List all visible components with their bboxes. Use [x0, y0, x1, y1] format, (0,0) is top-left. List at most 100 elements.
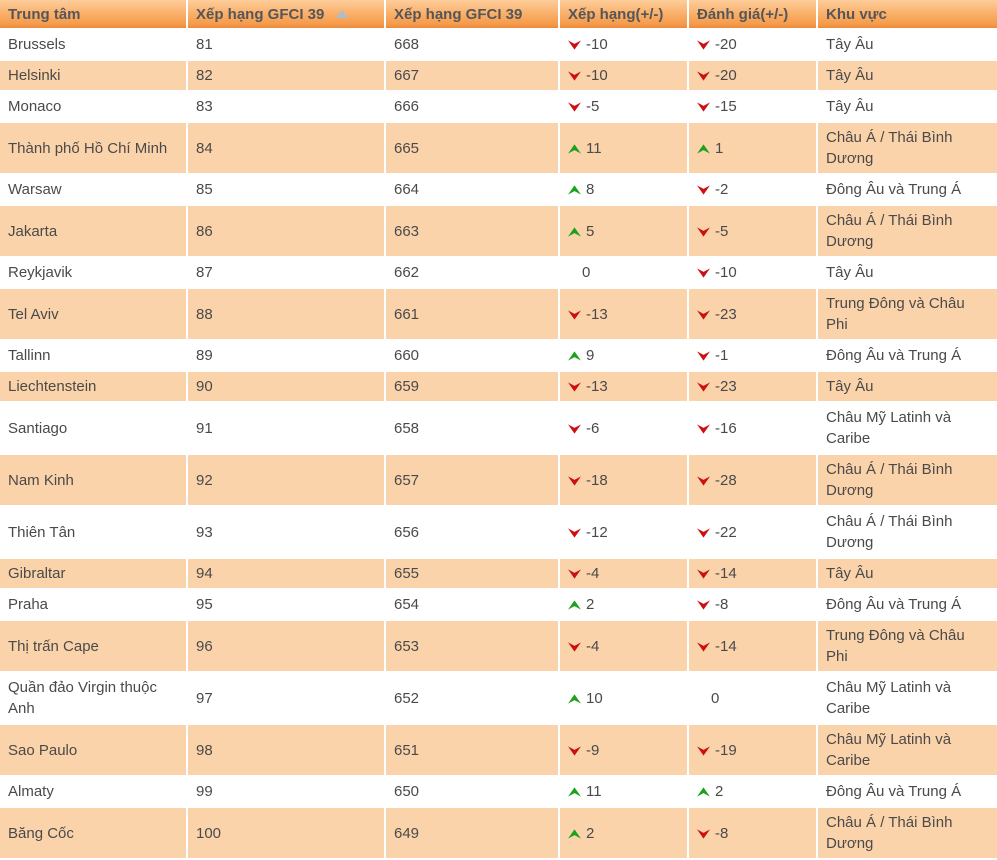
cell-gfci-rating: 666 — [384, 91, 559, 123]
change-value: 11 — [586, 783, 602, 800]
cell-gfci-rank: 93 — [186, 506, 385, 559]
cell-gfci-rank: 96 — [186, 620, 385, 673]
up-arrow-icon — [568, 781, 581, 802]
down-arrow-icon — [568, 522, 581, 543]
change-value: 10 — [586, 689, 603, 707]
col-header-center-label: Trung tâm — [8, 5, 81, 23]
col-header-rank-change[interactable]: Xếp hạng(+/-) — [558, 0, 688, 30]
cell-center: Helsinki — [0, 60, 187, 92]
change-value: -13 — [586, 378, 608, 395]
cell-gfci-rank: 84 — [186, 122, 385, 175]
table-row: Almaty 99 650 11 2 Đông Âu và Trung Á — [0, 776, 997, 808]
cell-rank-change: -9 — [558, 724, 688, 777]
col-header-rating-change[interactable]: Đánh giá(+/-) — [687, 0, 817, 30]
cell-gfci-rating: 665 — [384, 122, 559, 175]
change-value: -19 — [715, 741, 737, 759]
table-row: Liechtenstein 90 659 -13 -23 Tây Âu — [0, 371, 997, 403]
change-value: -28 — [715, 471, 737, 489]
cell-gfci-rank: 88 — [186, 288, 385, 341]
cell-center: Praha — [0, 589, 187, 621]
cell-gfci-rank: 95 — [186, 589, 385, 621]
down-arrow-icon — [568, 376, 581, 397]
cell-center: Monaco — [0, 91, 187, 123]
cell-rating-change: -19 — [687, 724, 817, 777]
cell-gfci-rank: 100 — [186, 807, 385, 860]
col-header-gfci-rating[interactable]: Xếp hạng GFCI 39 — [384, 0, 559, 30]
table-row: Nam Kinh 92 657 -18 -28 Châu Á / Thái Bì… — [0, 454, 997, 507]
table-row: Monaco 83 666 -5 -15 Tây Âu — [0, 91, 997, 123]
cell-center: Santiago — [0, 402, 187, 455]
down-arrow-icon — [697, 376, 710, 397]
table-row: Thị trấn Cape 96 653 -4 -14 Trung Đông v… — [0, 620, 997, 673]
col-header-gfci-rank[interactable]: Xếp hạng GFCI 39 — [186, 0, 385, 30]
table-row: Jakarta 86 663 5 -5 Châu Á / Thái Bình D… — [0, 205, 997, 258]
cell-rank-change: -13 — [558, 371, 688, 403]
change-value: -14 — [715, 565, 737, 582]
cell-gfci-rating: 660 — [384, 340, 559, 372]
change-value: -4 — [586, 637, 600, 655]
cell-rank-change: 0 — [558, 257, 688, 289]
change-value: -6 — [586, 419, 600, 437]
change-value: -1 — [715, 347, 729, 364]
cell-gfci-rating: 656 — [384, 506, 559, 559]
cell-rating-change: -15 — [687, 91, 817, 123]
cell-gfci-rank: 94 — [186, 558, 385, 590]
cell-gfci-rank: 82 — [186, 60, 385, 92]
cell-rank-change: 11 — [558, 776, 688, 808]
col-header-rank-change-label: Xếp hạng(+/-) — [568, 5, 664, 23]
cell-rating-change: -1 — [687, 340, 817, 372]
table-row: Thành phố Hồ Chí Minh 84 665 11 1 Châu Á… — [0, 122, 997, 175]
cell-region: Tây Âu — [816, 60, 997, 92]
cell-rank-change: 5 — [558, 205, 688, 258]
change-value: -2 — [715, 181, 729, 198]
change-value: -5 — [586, 98, 600, 115]
change-value: 8 — [586, 181, 595, 198]
cell-rank-change: 8 — [558, 174, 688, 206]
cell-rating-change: -22 — [687, 506, 817, 559]
cell-gfci-rank: 98 — [186, 724, 385, 777]
cell-center: Jakarta — [0, 205, 187, 258]
cell-center: Thiên Tân — [0, 506, 187, 559]
cell-rating-change: -8 — [687, 589, 817, 621]
cell-center: Nam Kinh — [0, 454, 187, 507]
cell-gfci-rank: 91 — [186, 402, 385, 455]
change-value: -23 — [715, 378, 737, 395]
up-arrow-icon — [568, 594, 581, 615]
change-value: 9 — [586, 347, 595, 364]
down-arrow-icon — [568, 34, 581, 55]
cell-rating-change: -20 — [687, 29, 817, 61]
change-value: -12 — [586, 523, 608, 541]
down-arrow-icon — [568, 418, 581, 439]
cell-gfci-rank: 85 — [186, 174, 385, 206]
down-arrow-icon — [697, 262, 710, 283]
cell-region: Tây Âu — [816, 91, 997, 123]
cell-center: Reykjavik — [0, 257, 187, 289]
down-arrow-icon — [697, 522, 710, 543]
cell-rank-change: 2 — [558, 589, 688, 621]
cell-center: Thị trấn Cape — [0, 620, 187, 673]
down-arrow-icon — [568, 96, 581, 117]
table-row: Tel Aviv 88 661 -13 -23 Trung Đông và Ch… — [0, 288, 997, 341]
cell-center: Quần đảo Virgin thuộc Anh — [0, 672, 187, 725]
change-value: -5 — [715, 222, 729, 240]
cell-region: Tây Âu — [816, 558, 997, 590]
down-arrow-icon — [568, 563, 581, 584]
col-header-region[interactable]: Khu vực — [816, 0, 997, 30]
cell-center: Tel Aviv — [0, 288, 187, 341]
cell-center: Gibraltar — [0, 558, 187, 590]
col-header-center[interactable]: Trung tâm — [0, 0, 187, 30]
cell-rank-change: -5 — [558, 91, 688, 123]
cell-center: Băng Cốc — [0, 807, 187, 860]
cell-rating-change: 0 — [687, 672, 817, 725]
cell-rating-change: -8 — [687, 807, 817, 860]
cell-rank-change: 2 — [558, 807, 688, 860]
cell-center: Sao Paulo — [0, 724, 187, 777]
cell-region: Châu Mỹ Latinh và Caribe — [816, 724, 997, 777]
cell-region: Đông Âu và Trung Á — [816, 589, 997, 621]
cell-gfci-rating: 662 — [384, 257, 559, 289]
col-header-gfci-rating-label: Xếp hạng GFCI 39 — [394, 5, 523, 23]
cell-gfci-rating: 659 — [384, 371, 559, 403]
cell-rating-change: -10 — [687, 257, 817, 289]
cell-gfci-rating: 652 — [384, 672, 559, 725]
table-header: Trung tâm Xếp hạng GFCI 39 Xếp hạng GFCI… — [0, 0, 997, 30]
